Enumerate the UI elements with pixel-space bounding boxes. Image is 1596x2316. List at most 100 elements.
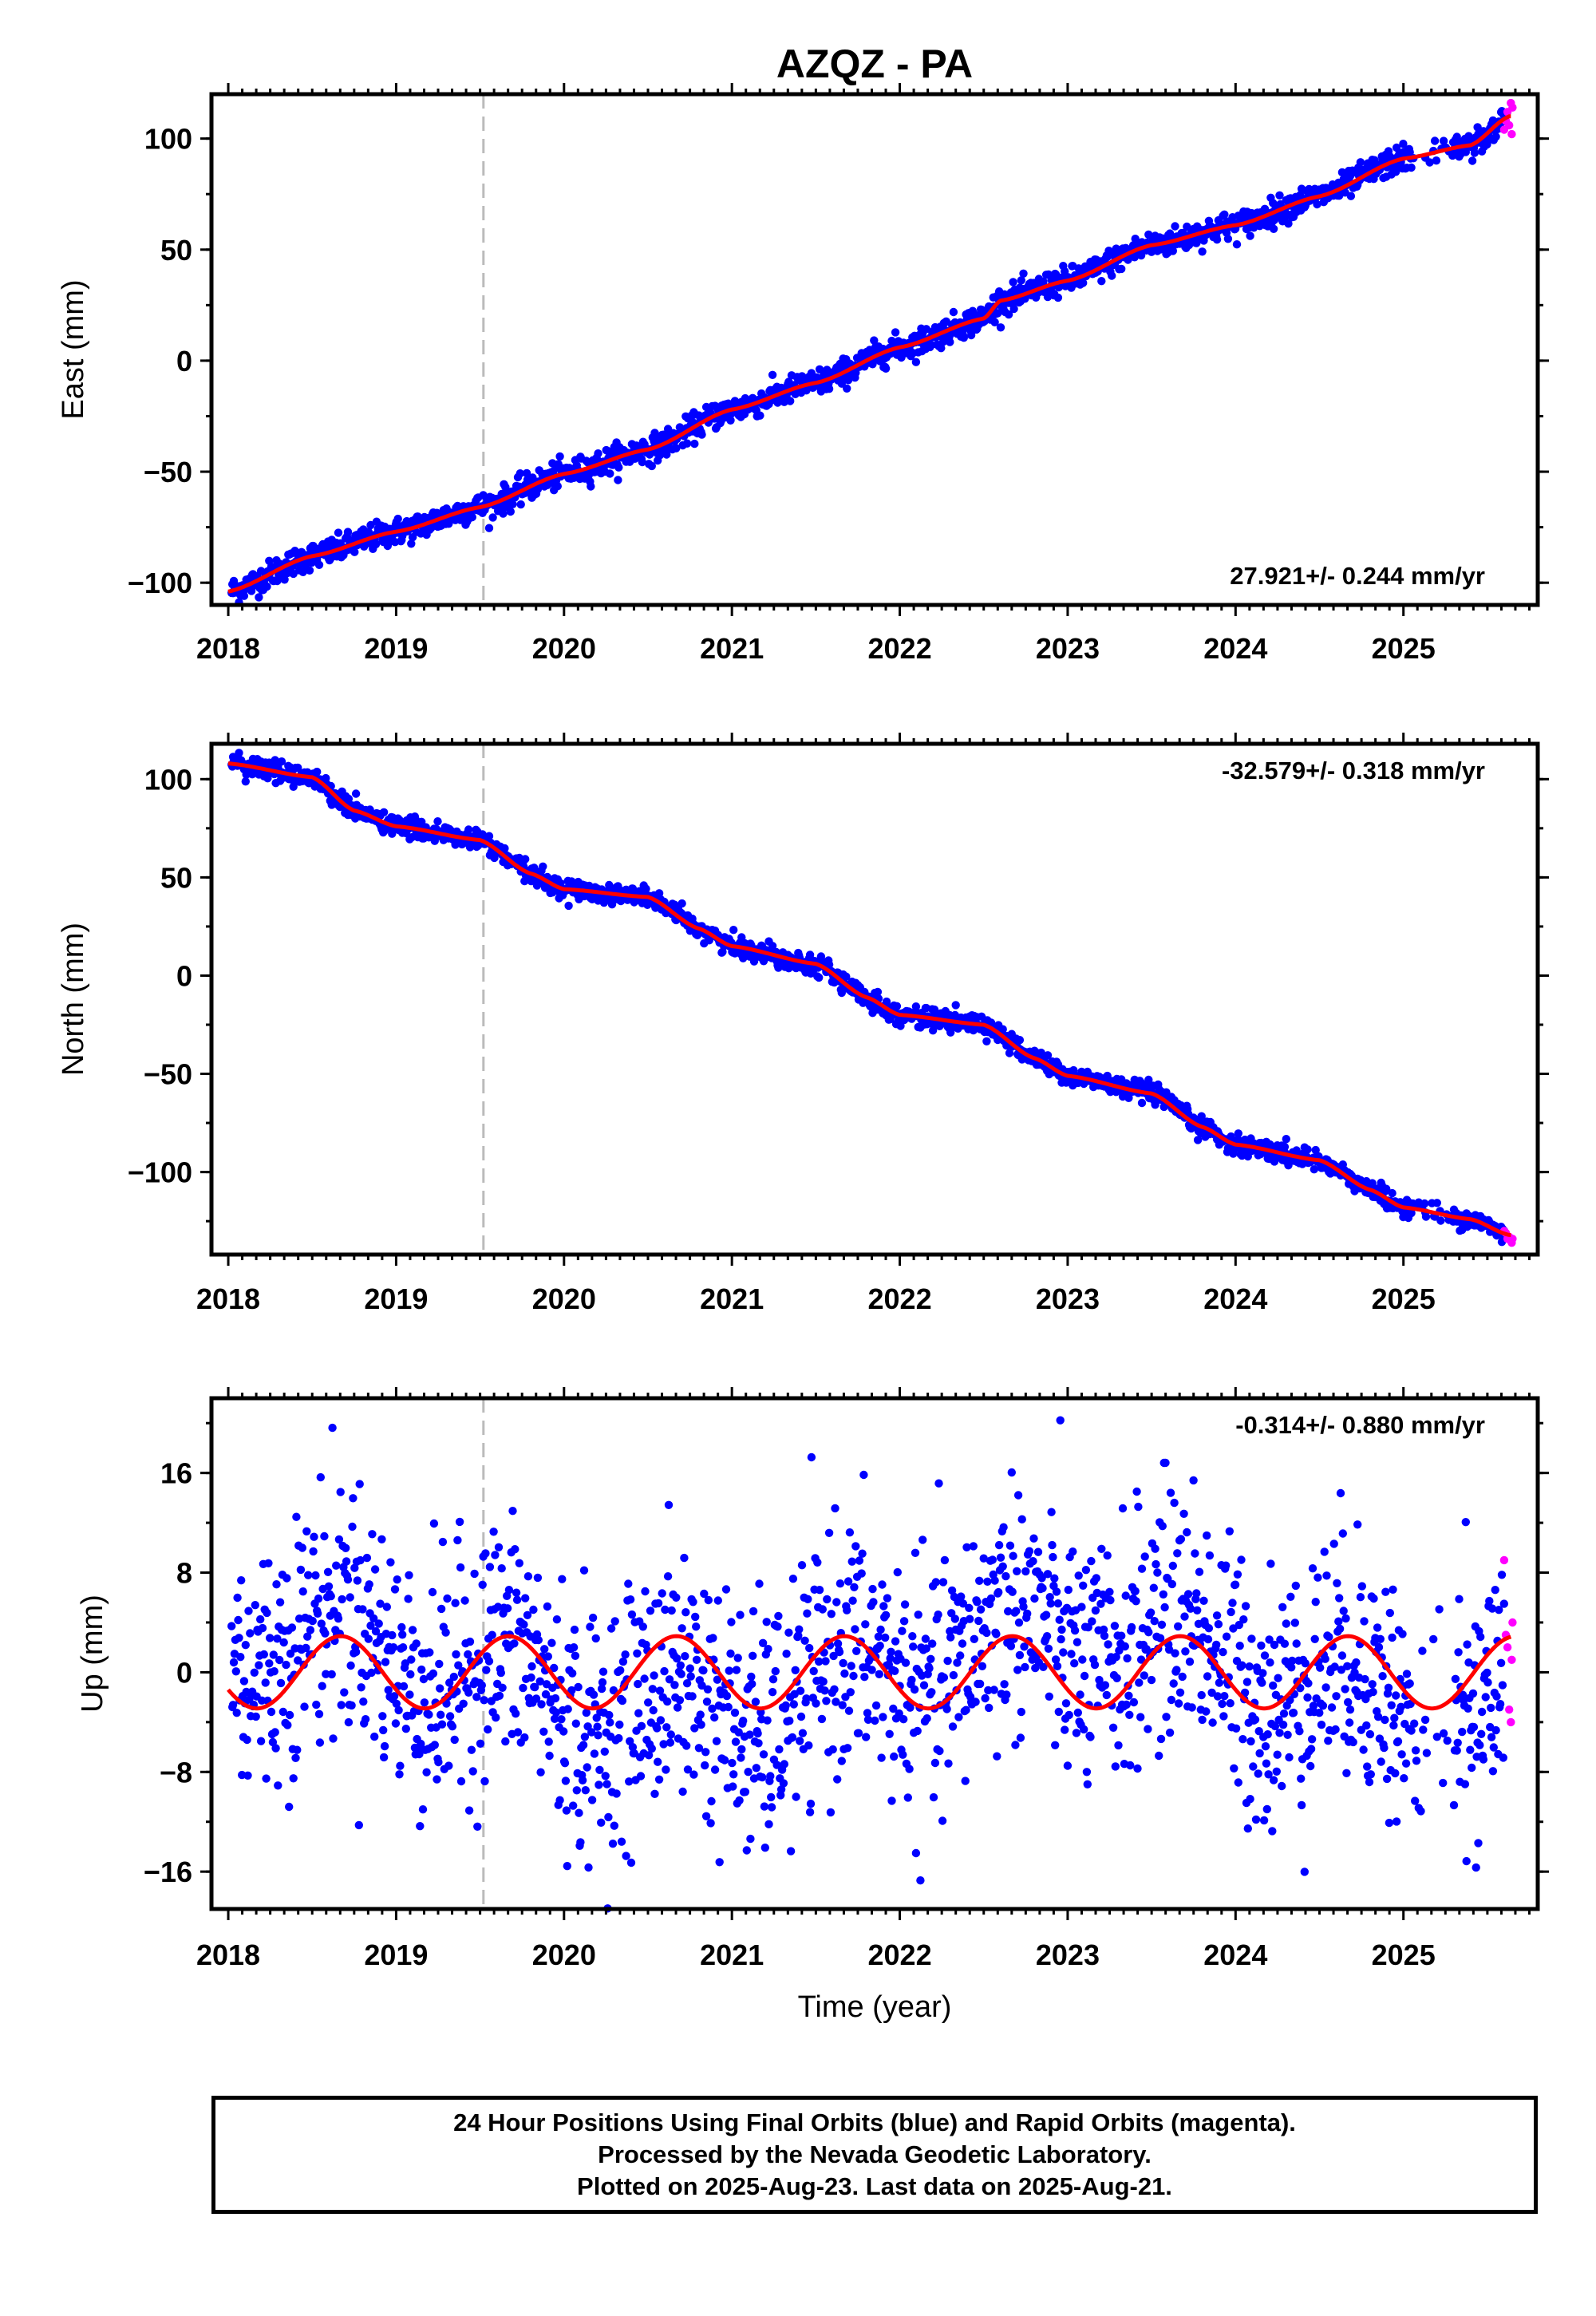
- data-point: [979, 1554, 988, 1563]
- data-point: [1344, 1697, 1353, 1707]
- data-point: [689, 1770, 698, 1779]
- data-point: [1106, 1595, 1115, 1605]
- data-point: [393, 1575, 401, 1584]
- data-point: [855, 1556, 864, 1565]
- data-point: [1161, 1458, 1170, 1468]
- velocity-rate-label: 27.921+/- 0.244 mm/yr: [1230, 562, 1485, 590]
- data-point: [416, 1822, 425, 1831]
- data-point: [1331, 1725, 1340, 1734]
- data-point: [701, 1748, 710, 1757]
- data-point: [916, 1876, 925, 1885]
- data-point: [950, 1614, 960, 1623]
- data-point: [785, 1717, 794, 1725]
- data-point: [1222, 1561, 1231, 1570]
- data-point: [911, 1002, 921, 1011]
- data-point: [239, 1677, 249, 1686]
- data-point: [724, 1702, 733, 1712]
- data-point: [1115, 1646, 1124, 1655]
- data-point: [848, 1596, 857, 1605]
- data-point: [1212, 1611, 1222, 1620]
- data-point: [986, 1594, 996, 1603]
- data-point: [1263, 1730, 1272, 1739]
- data-point: [1363, 1762, 1372, 1771]
- data-point: [1240, 1688, 1250, 1697]
- data-point: [491, 1551, 500, 1559]
- data-point: [729, 1770, 738, 1779]
- data-point: [973, 1598, 982, 1607]
- data-point: [1289, 1709, 1298, 1717]
- data-point: [1133, 1764, 1142, 1773]
- data-point: [792, 1792, 800, 1801]
- data-point: [1483, 140, 1491, 149]
- data-point: [879, 1713, 887, 1721]
- data-point: [485, 1563, 495, 1571]
- data-point: [1452, 132, 1461, 141]
- data-point: [1017, 1707, 1026, 1717]
- data-point: [512, 1709, 520, 1718]
- data-point: [609, 1686, 618, 1695]
- data-point: [451, 1599, 460, 1607]
- data-point: [437, 1604, 446, 1614]
- data-point: [727, 1618, 736, 1626]
- data-point: [261, 1678, 270, 1687]
- data-point: [468, 1767, 477, 1776]
- data-point: [1127, 1622, 1136, 1632]
- data-point: [591, 1634, 600, 1643]
- final-orbit-points: [227, 1416, 1509, 1913]
- data-point: [1407, 163, 1416, 172]
- data-point: [994, 1540, 1004, 1550]
- data-point: [520, 1733, 529, 1742]
- data-point: [1368, 1179, 1377, 1188]
- data-point: [929, 1792, 938, 1802]
- data-point: [1282, 1135, 1291, 1144]
- data-point: [1273, 1750, 1282, 1759]
- data-point: [228, 1701, 238, 1709]
- data-point: [280, 575, 289, 584]
- data-point: [788, 1575, 798, 1583]
- data-point: [962, 1543, 971, 1552]
- data-point: [291, 1753, 300, 1762]
- data-point: [976, 1605, 986, 1614]
- data-point: [366, 1621, 375, 1630]
- data-point: [863, 1709, 872, 1717]
- data-point: [1065, 1710, 1073, 1720]
- data-point: [860, 1673, 869, 1682]
- data-point: [1162, 1713, 1171, 1721]
- data-point: [1202, 1707, 1211, 1716]
- data-point: [749, 1651, 757, 1660]
- data-point: [982, 1037, 991, 1046]
- data-point: [312, 1700, 321, 1709]
- data-point: [496, 1668, 505, 1678]
- data-point: [768, 370, 777, 379]
- data-point: [927, 1688, 936, 1697]
- data-point: [272, 1580, 281, 1589]
- data-point: [715, 1858, 724, 1867]
- data-point: [1313, 200, 1321, 209]
- data-point: [990, 1686, 998, 1694]
- data-point: [760, 1844, 769, 1852]
- data-point: [472, 1693, 481, 1701]
- data-point: [1334, 1617, 1343, 1626]
- data-point: [1247, 1634, 1256, 1643]
- data-point: [563, 1862, 571, 1871]
- data-point: [737, 1753, 745, 1762]
- data-point: [551, 1708, 561, 1717]
- data-point: [1238, 1735, 1247, 1744]
- data-point: [1165, 229, 1175, 238]
- data-point: [1159, 1590, 1168, 1599]
- data-point: [417, 1739, 425, 1749]
- data-point: [672, 444, 681, 453]
- data-point: [958, 1599, 968, 1608]
- data-point: [961, 1777, 970, 1785]
- data-point: [1269, 1776, 1278, 1784]
- data-point: [830, 1685, 839, 1694]
- data-point: [871, 1716, 879, 1725]
- data-point: [236, 1653, 245, 1662]
- data-point: [255, 1661, 263, 1670]
- data-point: [594, 1731, 602, 1740]
- data-point: [504, 1586, 514, 1595]
- data-point: [1280, 1639, 1290, 1648]
- data-point: [353, 1576, 362, 1585]
- data-point: [634, 1679, 642, 1689]
- data-point: [1170, 1498, 1179, 1508]
